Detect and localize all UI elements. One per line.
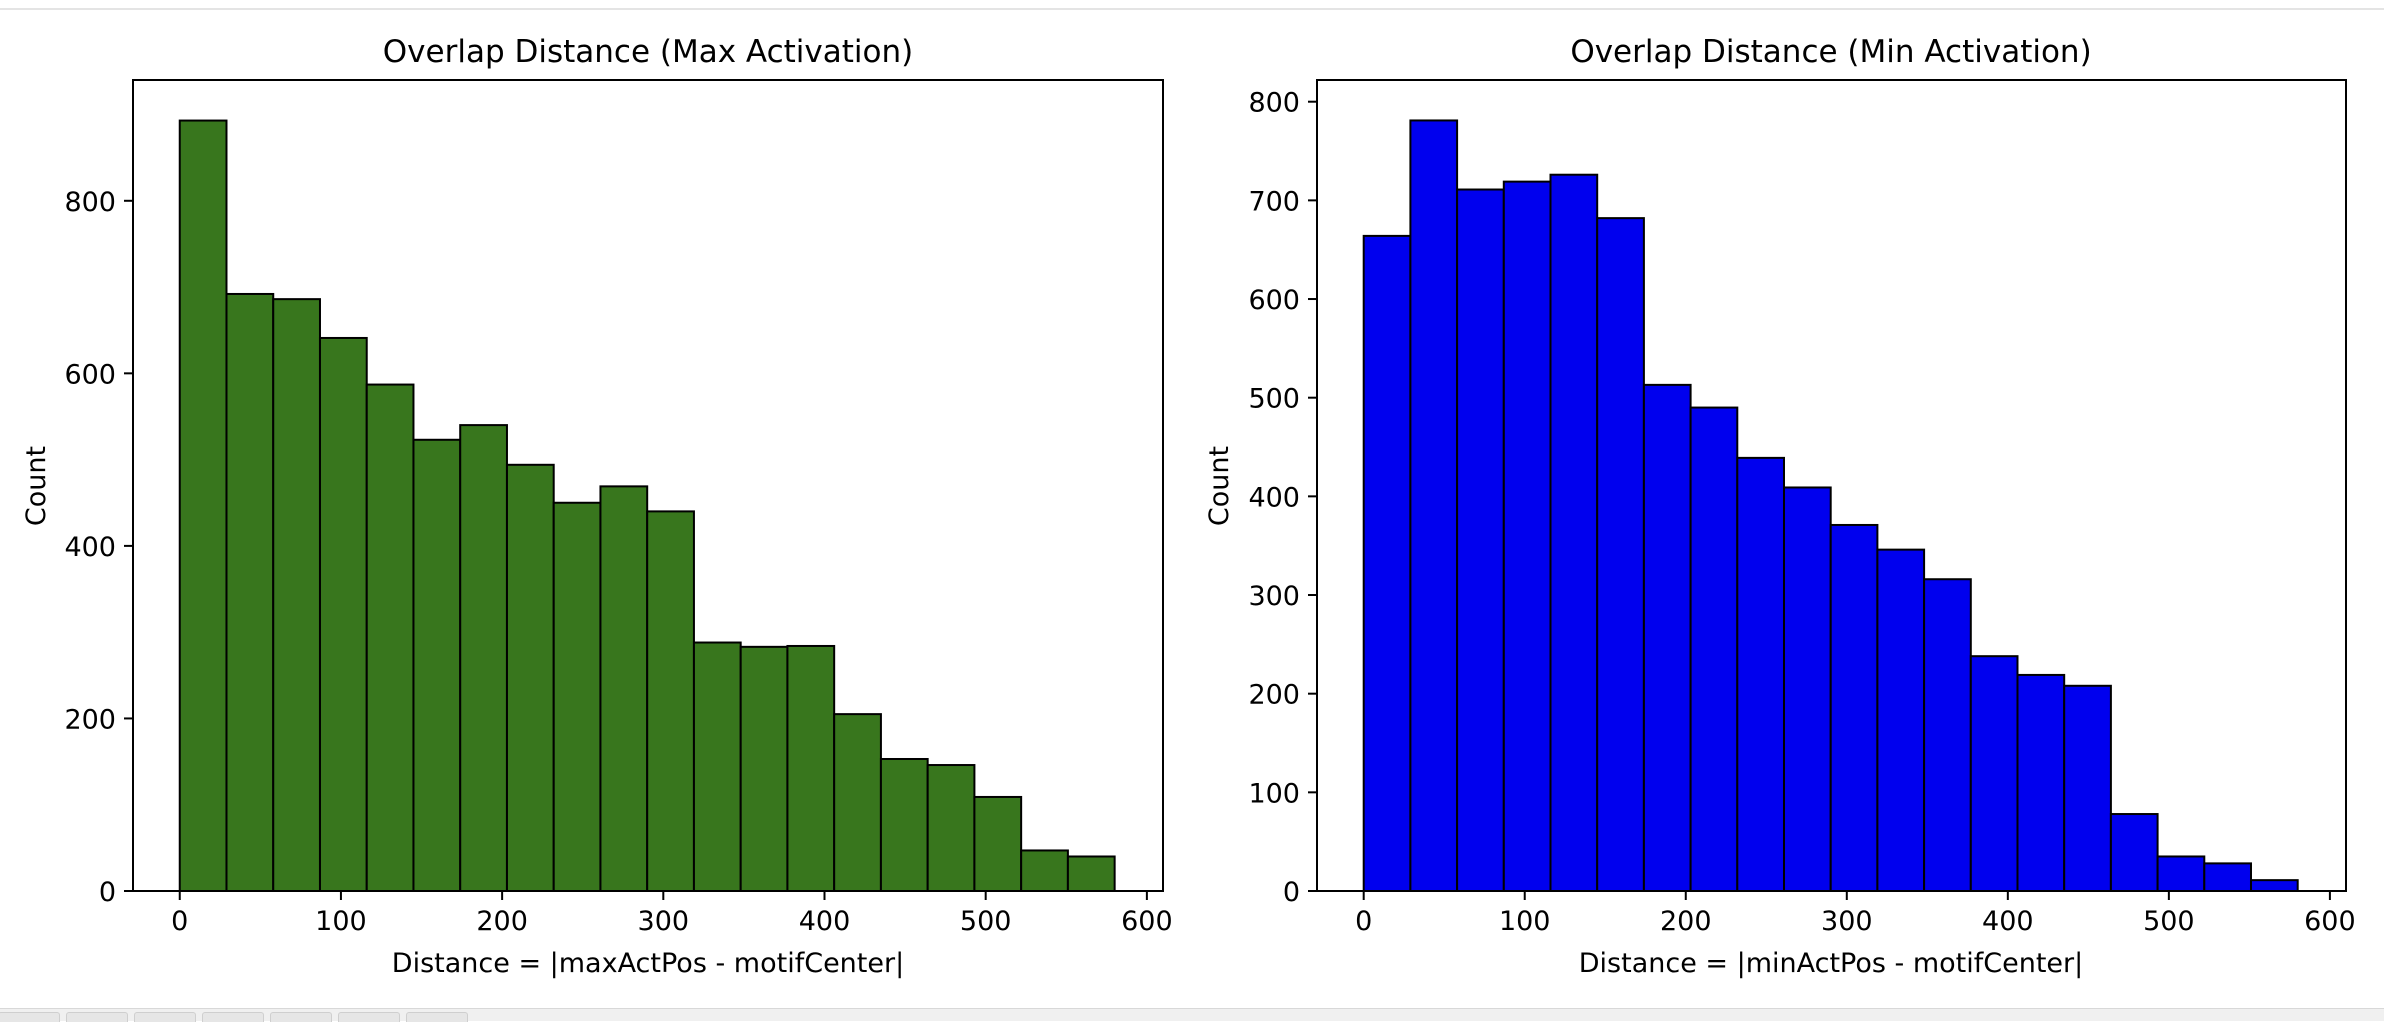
y-tick-label: 200 [64, 704, 116, 735]
y-axis-label: Count [21, 446, 52, 526]
histogram-bar [225, 292, 275, 892]
x-axis-label: Distance = |minActPos - motifCenter| [1579, 948, 2083, 979]
histogram-bar [1502, 180, 1552, 893]
x-tick-label: 200 [1660, 906, 1712, 937]
histogram-bar [1456, 188, 1505, 893]
x-tick-label: 600 [1121, 906, 1173, 937]
histogram-bar [552, 501, 602, 892]
x-tick-label: 200 [476, 906, 528, 937]
histogram-bar [1362, 234, 1412, 893]
plot-frame [1316, 79, 2347, 892]
histogram-bar [692, 641, 742, 892]
y-tick-label: 700 [1248, 186, 1300, 217]
histogram-bar [973, 795, 1023, 892]
bottom-tab[interactable] [406, 1012, 468, 1022]
x-tick-label: 500 [960, 906, 1012, 937]
histogram-bar [833, 713, 882, 893]
chart-title: Overlap Distance (Max Activation) [383, 34, 913, 70]
plot-frame [132, 79, 1164, 892]
bottom-tab[interactable] [0, 1012, 60, 1022]
x-tick-label: 400 [799, 906, 851, 937]
histogram-bar [1969, 655, 2019, 893]
x-axis-label: Distance = |maxActPos - motifCenter| [392, 948, 904, 979]
histogram-bar [365, 383, 415, 892]
histogram-bar [318, 336, 368, 892]
x-tick-label: 0 [171, 906, 188, 937]
x-tick-label: 600 [2304, 906, 2356, 937]
y-tick-label: 800 [1248, 88, 1300, 119]
y-tick-label: 100 [1248, 778, 1300, 809]
histogram-bar [2249, 879, 2299, 893]
histogram-bar [1642, 383, 1692, 892]
y-tick-label: 300 [1248, 581, 1300, 612]
histogram-bar [1020, 849, 1069, 893]
bottom-tab[interactable] [134, 1012, 196, 1022]
max-activation-histogram: Overlap Distance (Max Activation) 0 100 20… [21, 34, 1173, 979]
histogram-bar [599, 485, 649, 892]
bottom-tab[interactable] [66, 1012, 128, 1022]
bars [1362, 119, 2299, 893]
histogram-bar [926, 764, 976, 893]
histogram-bar [459, 424, 508, 892]
histogram-bar [2156, 855, 2206, 893]
histogram-bar [178, 119, 228, 893]
y-axis-label: Count [1204, 446, 1235, 526]
y-tick-label: 0 [99, 877, 116, 908]
histogram-bar [505, 463, 555, 892]
histogram-bar [786, 644, 836, 893]
x-tick-label: 300 [638, 906, 690, 937]
histogram-bar [272, 298, 321, 892]
window-top-edge [0, 0, 2384, 10]
histogram-bar [1829, 523, 1879, 892]
histogram-bar [412, 438, 462, 892]
x-tick-label: 500 [2143, 906, 2195, 937]
histogram-bar [2063, 684, 2112, 892]
bars [178, 119, 1116, 893]
y-tick-label: 500 [1248, 384, 1300, 415]
histogram-bar [739, 645, 789, 892]
histogram-bar [1876, 548, 1926, 893]
bottom-tab[interactable] [338, 1012, 400, 1022]
bottom-tab[interactable] [202, 1012, 264, 1022]
y-tick-label: 600 [1248, 285, 1300, 316]
y-tick-label: 400 [64, 532, 116, 563]
histogram-bar [1689, 406, 1739, 892]
histogram-bar [1782, 486, 1832, 892]
axis-ticks: 0 100 200 300 400 500 600 0 200 400 600 800 [64, 187, 1172, 937]
x-tick-label: 0 [1355, 906, 1372, 937]
min-activation-histogram: Overlap Distance (Min Activation) 0 100 20… [1204, 34, 2356, 979]
x-tick-label: 100 [315, 906, 367, 937]
chart-title: Overlap Distance (Min Activation) [1570, 34, 2091, 70]
y-tick-label: 400 [1248, 482, 1300, 513]
histogram-bar [2109, 813, 2159, 893]
histogram-bar [1923, 578, 1972, 892]
bottom-tab-strip [0, 1008, 2384, 1022]
histogram-bar [2203, 862, 2252, 892]
histogram-bar [1409, 119, 1459, 892]
histogram-bar [646, 510, 695, 892]
bottom-tab[interactable] [270, 1012, 332, 1022]
histogram-bar [1549, 173, 1599, 892]
y-tick-label: 0 [1283, 877, 1300, 908]
histogram-bar [879, 757, 929, 893]
axis-ticks: 0 100 200 300 400 500 600 0 100 200 300 400 500 600 70… [1248, 88, 2355, 937]
x-tick-label: 100 [1499, 906, 1551, 937]
y-tick-label: 200 [1248, 680, 1300, 711]
x-tick-label: 300 [1821, 906, 1873, 937]
histogram-bar [1736, 456, 1785, 892]
y-tick-label: 600 [64, 359, 116, 390]
x-tick-label: 400 [1982, 906, 2034, 937]
histogram-bar [1066, 855, 1116, 893]
y-tick-label: 800 [64, 187, 116, 218]
histogram-bar [2016, 673, 2066, 892]
histogram-bar [1596, 217, 1645, 892]
